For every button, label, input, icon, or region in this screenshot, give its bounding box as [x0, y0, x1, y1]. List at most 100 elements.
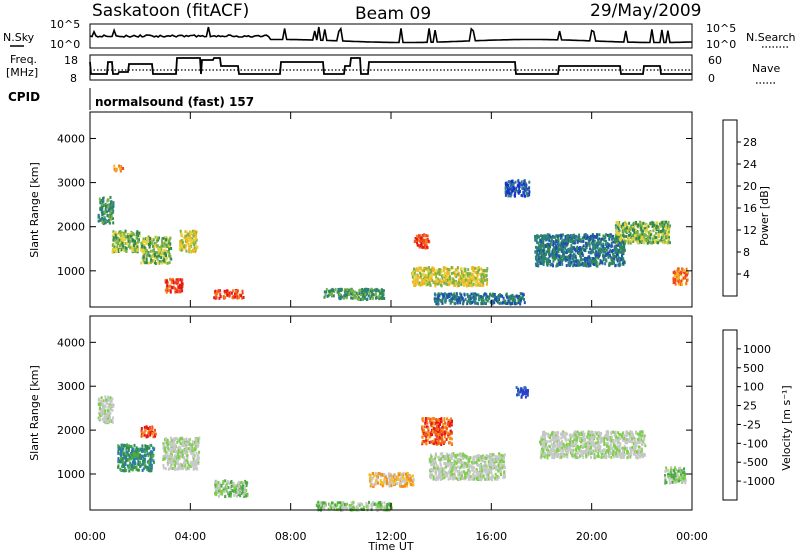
heat-cell — [139, 460, 142, 464]
heat-cell — [425, 435, 428, 439]
heat-cell — [165, 238, 168, 241]
heat-cell — [466, 474, 469, 478]
heat-cell — [361, 291, 364, 294]
heat-cell — [469, 301, 472, 305]
heat-cell — [232, 481, 235, 485]
heat-cell — [106, 401, 109, 405]
heat-cell — [129, 453, 132, 457]
heat-cell — [129, 467, 132, 471]
heat-cell — [180, 283, 183, 287]
heat-cell — [181, 466, 184, 470]
heat-cell — [180, 280, 183, 284]
heat-cell — [665, 231, 668, 235]
heat-cell — [136, 239, 139, 243]
heat-cell — [377, 472, 380, 475]
heat-cell — [457, 298, 460, 302]
heat-cell — [463, 471, 466, 475]
heat-cell — [149, 237, 152, 240]
heat-cell — [447, 459, 449, 463]
heat-cell — [536, 254, 539, 258]
heat-cell — [122, 469, 125, 473]
heat-cell — [104, 218, 107, 222]
heat-cell — [218, 484, 221, 488]
heat-cell — [551, 262, 554, 266]
heat-cell — [625, 226, 628, 230]
heat-cell — [214, 289, 217, 293]
heat-cell — [454, 455, 457, 459]
heat-cell — [224, 495, 227, 499]
heat-cell — [166, 439, 169, 443]
heat-cell — [666, 223, 669, 226]
heat-cell — [443, 462, 446, 466]
heat-cell — [97, 403, 100, 406]
heat-cell — [228, 294, 231, 298]
heat-cell — [426, 438, 429, 442]
heat-cell — [491, 458, 494, 462]
heat-cell — [547, 261, 550, 265]
heat-cell — [462, 275, 465, 279]
heat-cell — [567, 247, 570, 251]
heat-cell — [581, 246, 584, 250]
heat-cell — [478, 268, 480, 272]
heat-cell — [653, 226, 656, 230]
heat-cell — [436, 269, 439, 273]
heat-cell — [437, 418, 440, 422]
heat-cell — [458, 273, 461, 277]
heat-cell — [628, 239, 631, 243]
heat-cell — [120, 232, 123, 236]
heat-cell — [103, 210, 106, 214]
heat-cell — [403, 479, 406, 483]
heat-cell — [97, 213, 100, 217]
heat-cell — [512, 183, 515, 187]
heat-cell — [605, 248, 608, 252]
heat-cell — [646, 241, 649, 245]
heat-cell — [152, 259, 154, 263]
heat-cell — [396, 475, 399, 479]
heat-cell — [603, 254, 606, 258]
heat-cell — [125, 469, 128, 472]
heat-cell — [197, 442, 200, 446]
heat-cell — [506, 185, 509, 189]
heat-cell — [441, 468, 444, 472]
heat-cell — [111, 397, 114, 401]
heat-cell — [585, 264, 588, 268]
heat-cell — [194, 236, 197, 240]
heat-cell — [458, 271, 461, 275]
heat-cell — [240, 294, 243, 298]
heat-cell — [673, 274, 676, 278]
heat-cell — [239, 481, 242, 485]
heat-cell — [439, 460, 442, 464]
heat-cell — [142, 260, 145, 264]
heat-cell — [400, 476, 403, 480]
heat-cell — [430, 468, 432, 472]
heat-cell — [496, 455, 499, 459]
heat-cell — [686, 278, 689, 282]
heat-cell — [622, 247, 625, 251]
heat-cell — [427, 239, 430, 243]
heat-cell — [592, 237, 595, 241]
heat-cell — [164, 251, 167, 255]
heat-cell — [429, 275, 431, 279]
heat-cell — [486, 282, 488, 286]
heat-cell — [663, 238, 666, 242]
heat-cell — [142, 447, 144, 451]
heat-cell — [414, 276, 417, 280]
heat-cell — [171, 277, 174, 281]
heat-cell — [138, 468, 141, 472]
heat-cell — [439, 432, 442, 436]
heat-cell — [437, 299, 440, 303]
heat-cell — [449, 431, 452, 435]
heat-cell — [639, 233, 642, 237]
heat-cell — [622, 234, 625, 238]
heat-cell — [112, 230, 115, 234]
heat-cell — [462, 463, 465, 467]
heat-cell — [361, 507, 364, 511]
heat-cell — [557, 250, 560, 254]
heat-cell — [221, 490, 224, 494]
heat-cell — [172, 440, 175, 444]
heat-cell — [214, 491, 217, 495]
heat-cell — [352, 500, 355, 504]
heat-cell — [646, 228, 649, 232]
heat-cell — [628, 228, 631, 231]
heat-cell — [132, 451, 135, 455]
